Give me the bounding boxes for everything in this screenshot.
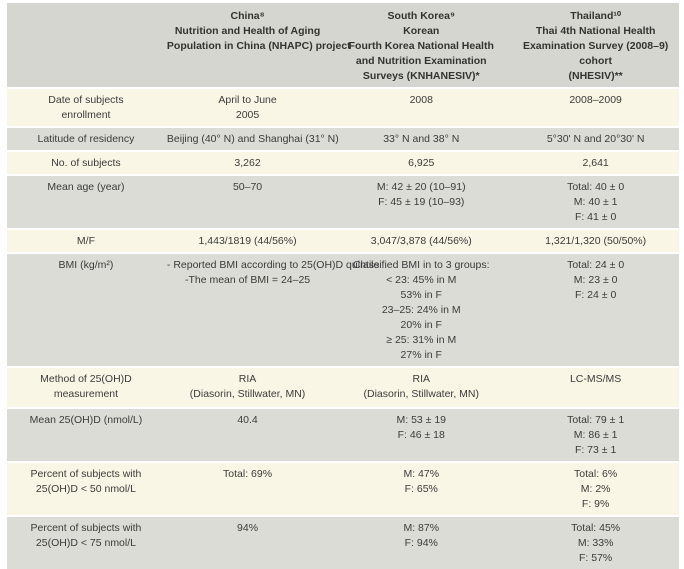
row-label: Latitude of residency xyxy=(37,133,135,145)
cell-south-korea: 33° N and 38° N xyxy=(383,133,460,145)
cell-south-korea: 3,047/3,878 (44/56%) xyxy=(370,235,472,247)
cell-thailand: Total: 45% M: 33% F: 57% xyxy=(571,522,621,564)
cell-thailand: Total: 24 ± 0 M: 23 ± 0 F: 24 ± 0 xyxy=(567,259,625,301)
row-bmi: BMI (kg/m²) - Reported BMI according to … xyxy=(7,254,679,366)
row-label: Date of subjects enrollment xyxy=(48,94,124,121)
row-label: Percent of subjects with 25(OH)D < 75 nm… xyxy=(30,522,142,549)
row-label: Percent of subjects with 25(OH)D < 50 nm… xyxy=(30,468,142,495)
cell-south-korea: 2008 xyxy=(409,94,433,106)
row-label: M/F xyxy=(76,235,95,247)
header-cell-thailand: Thailand¹⁰ Thai 4th National Health Exam… xyxy=(522,10,669,82)
row-no-of-subjects: No. of subjects 3,262 6,925 2,641 xyxy=(7,152,679,174)
cell-thailand: 1,321/1,320 (50/50%) xyxy=(545,235,647,247)
cell-china: - Reported BMI according to 25(OH)D quin… xyxy=(166,259,380,286)
header-cell-china: China⁸ Nutrition and Health of Aging Pop… xyxy=(166,10,351,52)
row-label: Mean 25(OH)D (nmol/L) xyxy=(29,414,143,426)
row-male-female-ratio: M/F 1,443/1819 (44/56%) 3,047/3,878 (44/… xyxy=(7,230,679,252)
cell-thailand: Total: 40 ± 0 M: 40 ± 1 F: 41 ± 0 xyxy=(567,181,625,223)
row-label: No. of subjects xyxy=(51,157,121,169)
row-percent-below-75: Percent of subjects with 25(OH)D < 75 nm… xyxy=(7,517,679,569)
cell-thailand: Total: 79 ± 1 M: 86 ± 1 F: 73 ± 1 xyxy=(567,414,625,456)
cell-china: Total: 69% xyxy=(223,468,273,480)
cell-china: Beijing (40° N) and Shanghai (31° N) xyxy=(166,133,339,145)
row-latitude: Latitude of residency Beijing (40° N) an… xyxy=(7,128,679,150)
cell-china: 3,262 xyxy=(234,157,261,169)
row-percent-below-50: Percent of subjects with 25(OH)D < 50 nm… xyxy=(7,463,679,515)
cell-china: 1,443/1819 (44/56%) xyxy=(198,235,297,247)
cell-thailand: LC-MS/MS xyxy=(569,373,622,385)
row-date-of-enrollment: Date of subjects enrollment April to Jun… xyxy=(7,89,679,126)
row-label: Mean age (year) xyxy=(47,181,125,193)
cell-south-korea: RIA (Diasorin, Stillwater, MN) xyxy=(363,373,480,400)
cell-china: RIA (Diasorin, Stillwater, MN) xyxy=(189,373,306,400)
header-cell-empty xyxy=(7,3,165,87)
row-label: Method of 25(OH)D measurement xyxy=(40,373,132,400)
cell-south-korea: M: 42 ± 20 (10–91) F: 45 ± 19 (10–93) xyxy=(376,181,466,208)
cell-china: 40.4 xyxy=(237,414,258,426)
cell-thailand: Total: 6% M: 2% F: 9% xyxy=(574,468,618,510)
cell-thailand: 5°30' N and 20°30' N xyxy=(546,133,645,145)
cell-china: 50–70 xyxy=(232,181,263,193)
cell-thailand: 2008–2009 xyxy=(569,94,622,106)
cell-china: April to June 2005 xyxy=(218,94,277,121)
cell-south-korea: M: 53 ± 19 F: 46 ± 18 xyxy=(396,414,447,441)
study-comparison-table: China⁸ Nutrition and Health of Aging Pop… xyxy=(7,3,679,569)
cell-south-korea: M: 47% F: 65% xyxy=(403,468,440,495)
cell-south-korea: Classified BMI in to 3 groups: < 23: 45%… xyxy=(352,259,490,361)
cell-south-korea: 6,925 xyxy=(408,157,435,169)
row-label: BMI (kg/m²) xyxy=(58,259,114,271)
row-mean-age: Mean age (year) 50–70 M: 42 ± 20 (10–91)… xyxy=(7,176,679,228)
cell-china: 94% xyxy=(237,522,259,534)
row-measurement-method: Method of 25(OH)D measurement RIA (Diaso… xyxy=(7,368,679,407)
row-mean-25ohd: Mean 25(OH)D (nmol/L) 40.4 M: 53 ± 19 F:… xyxy=(7,409,679,461)
cell-south-korea: M: 87% F: 94% xyxy=(403,522,440,549)
header-cell-south-korea: South Korea⁹ Korean Fourth Korea Nationa… xyxy=(348,10,494,82)
cell-thailand: 2,641 xyxy=(582,157,609,169)
table-header-row: China⁸ Nutrition and Health of Aging Pop… xyxy=(7,3,679,87)
